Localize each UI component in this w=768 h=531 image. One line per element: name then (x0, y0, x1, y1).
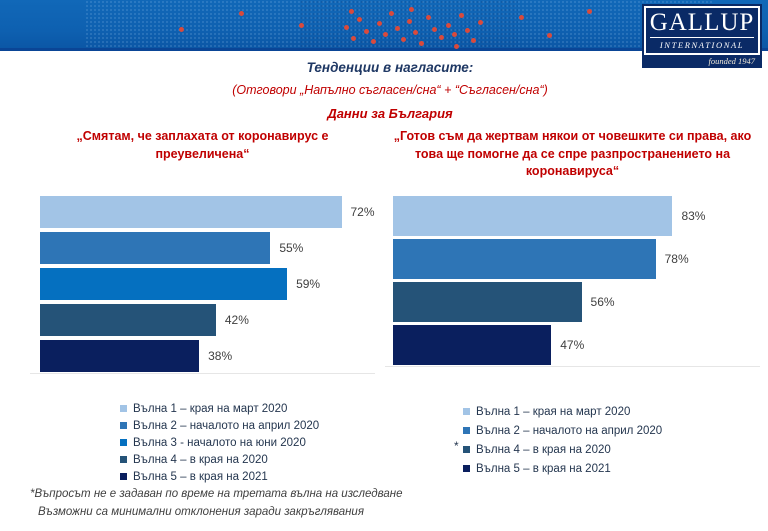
bar-row: 38% (40, 340, 375, 372)
legend-label: Вълна 2 – началото на април 2020 (476, 424, 663, 437)
bar-value-label: 72% (350, 205, 375, 219)
legend-color-swatch (120, 473, 127, 480)
header-banner (0, 0, 768, 51)
bar-row: 59% (40, 268, 375, 300)
subtitle: (Отговори „Напълно съгласен/сна“ + “Съгл… (232, 83, 548, 97)
bar-row: 83% (393, 196, 760, 236)
legend-color-swatch (120, 422, 127, 429)
legend-color-swatch (120, 439, 127, 446)
chart-title: „Готов съм да жертвам някои от човешките… (393, 129, 752, 178)
country-subtitle: Данни за България (327, 106, 453, 121)
bar-value-label: 38% (208, 349, 233, 363)
legend-item: Вълна 5 – в края на 2021 (463, 459, 760, 478)
legend-label: Вълна 4 – в края на 2020 (476, 443, 611, 456)
bar-row: 47% (393, 325, 760, 365)
bar-row: 42% (40, 304, 375, 336)
logo-international-text: INTERNATIONAL (659, 40, 745, 50)
gallup-logo-box: GALLUP INTERNATIONAL (644, 6, 760, 55)
legend-color-swatch (463, 408, 470, 415)
gallup-logo: GALLUP INTERNATIONAL founded 1947 (642, 4, 762, 68)
legend-label: Вълна 2 – началото на април 2020 (133, 419, 320, 432)
footnote-rounding: Възможни са минимални отклонения заради … (38, 506, 364, 519)
bar-value-label: 42% (224, 313, 249, 327)
bar-value-label: 47% (560, 338, 585, 352)
bar (393, 325, 552, 365)
legend-label: Вълна 1 – края на март 2020 (133, 402, 288, 415)
main-title: Тенденции в нагласите: (306, 60, 474, 75)
bar-row: 72% (40, 196, 375, 228)
bar-value-label: 83% (681, 209, 706, 223)
legend-color-swatch (463, 446, 470, 453)
footnote-asterisk: * (454, 439, 459, 453)
bar (40, 268, 288, 300)
legend-color-swatch (463, 427, 470, 434)
bar (40, 340, 200, 372)
bar (393, 282, 582, 322)
legend-label: Вълна 4 – в края на 2020 (133, 453, 268, 466)
world-map-dots (85, 0, 713, 48)
legend-item: Вълна 1 – края на март 2020 (120, 400, 375, 417)
legend-label: Вълна 5 – в края на 2021 (476, 462, 611, 475)
bar-value-label: 59% (296, 277, 321, 291)
logo-founded-text: founded 1947 (708, 56, 755, 66)
plot-area: 83% 78% 56% 47% (385, 196, 760, 367)
bar-value-label: 78% (664, 252, 689, 266)
legend-item: Вълна 4 – в края на 2020 (120, 451, 375, 468)
legend-label: Вълна 1 – края на март 2020 (476, 405, 631, 418)
legend-item: Вълна 5 – в края на 2021 (120, 468, 375, 485)
bar (393, 239, 656, 279)
plot-area: 72% 55% 59% 42% 38% (30, 196, 375, 374)
bar-value-label: 56% (590, 295, 615, 309)
world-map-dots-dense (300, 0, 518, 48)
bar (40, 232, 271, 264)
footnotes: *Въпросът не е задаван по време на трета… (30, 485, 403, 522)
header-titles: Тенденции в нагласите: (Отговори „Напълн… (0, 60, 768, 121)
legend: Вълна 1 – края на март 2020 Вълна 2 – нач… (120, 400, 375, 485)
legend-item: Вълна 1 – края на март 2020 (463, 402, 760, 421)
bar (393, 196, 673, 236)
bar-row: 78% (393, 239, 760, 279)
chart-sacrifice-rights: „Готов съм да жертвам някои от човешките… (385, 128, 760, 478)
legend-color-swatch (120, 456, 127, 463)
legend-item: Вълна 2 – началото на април 2020 (120, 417, 375, 434)
map-location-dots (0, 0, 3, 3)
bar-row: 55% (40, 232, 375, 264)
legend-label: Вълна 3 - началото на юни 2020 (133, 436, 306, 449)
legend-item: Вълна 2 – началото на април 2020 (463, 421, 760, 440)
bar-value-label: 55% (279, 241, 304, 255)
legend-color-swatch (463, 465, 470, 472)
bar (40, 304, 216, 336)
bar-row: 56% (393, 282, 760, 322)
logo-gallup-text: GALLUP (649, 9, 755, 36)
footnote-wave3: *Въпросът не е задаван по време на трета… (30, 488, 403, 500)
logo-divider (650, 37, 754, 38)
bar (40, 196, 342, 228)
legend-color-swatch (120, 405, 127, 412)
legend-label: Вълна 5 – в края на 2021 (133, 470, 268, 483)
chart-threat-exaggerated: „Смятам, че заплахата от коронавирус е п… (30, 128, 375, 485)
legend: Вълна 1 – края на март 2020 Вълна 2 – нач… (454, 402, 760, 478)
legend-item: * Вълна 4 – в края на 2020 (454, 439, 760, 459)
chart-title: „Смятам, че заплахата от коронавирус е п… (76, 129, 329, 161)
legend-item: Вълна 3 - началото на юни 2020 (120, 434, 375, 451)
